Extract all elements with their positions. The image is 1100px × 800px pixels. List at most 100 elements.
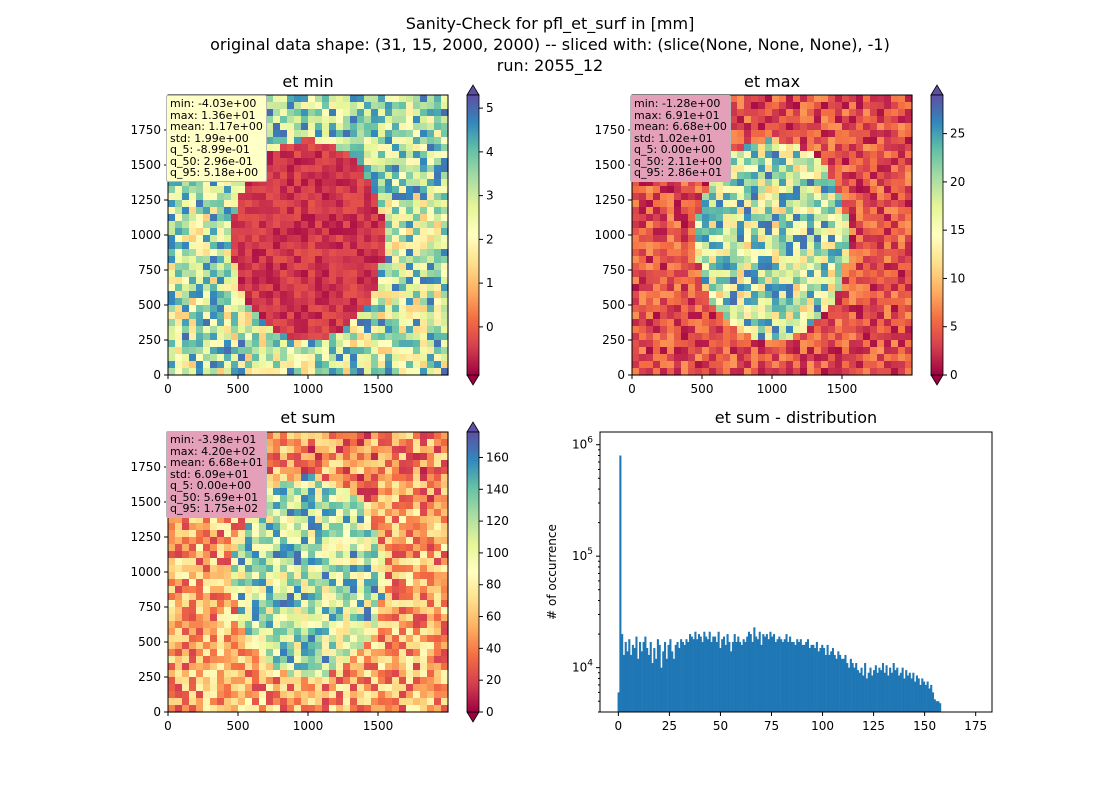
heatmap-cell — [343, 312, 351, 320]
heatmap-cell — [406, 453, 414, 461]
heatmap-cell — [294, 453, 302, 461]
heatmap-cell — [259, 347, 267, 355]
heatmap-cell — [203, 284, 211, 292]
heatmap-cell — [196, 698, 204, 706]
heatmap-cell — [308, 284, 316, 292]
heatmap-cell — [322, 432, 330, 440]
heatmap-cell — [434, 628, 442, 636]
heatmap-cell — [420, 516, 428, 524]
heatmap-cell — [231, 305, 239, 313]
heatmap-cell — [905, 235, 913, 243]
heatmap-cell — [884, 172, 892, 180]
heatmap-cell — [371, 670, 379, 678]
heatmap-cell — [203, 200, 211, 208]
heatmap-cell — [266, 481, 274, 489]
heatmap-cell — [329, 495, 337, 503]
heatmap-cell — [891, 137, 899, 145]
heatmap-cell — [203, 305, 211, 313]
heatmap-cell — [322, 607, 330, 615]
heatmap-cell — [434, 635, 442, 643]
heatmap-cell — [434, 228, 442, 236]
heatmap-cell — [639, 291, 647, 299]
heatmap-cell — [315, 368, 323, 376]
heatmap-cell — [835, 312, 843, 320]
heatmap-cell — [371, 207, 379, 215]
y-tick-label: 500 — [138, 298, 161, 312]
heatmap-cell — [898, 186, 906, 194]
heatmap-cell — [196, 193, 204, 201]
heatmap-cell — [371, 621, 379, 629]
heatmap-cell — [772, 109, 780, 117]
heatmap-cell — [406, 284, 414, 292]
heatmap-cell — [322, 544, 330, 552]
heatmap-cell — [322, 144, 330, 152]
heatmap-cell — [709, 221, 717, 229]
heatmap-cell — [203, 628, 211, 636]
heatmap-cell — [175, 663, 183, 671]
heatmap-cell — [336, 656, 344, 664]
heatmap-cell — [786, 256, 794, 264]
heatmap-cell — [301, 523, 309, 531]
heatmap-cell — [259, 193, 267, 201]
histogram-bar — [644, 636, 647, 712]
heatmap-cell — [863, 186, 871, 194]
heatmap-cell — [709, 186, 717, 194]
heatmap-cell — [441, 481, 449, 489]
heatmap-cell — [287, 186, 295, 194]
heatmap-cell — [793, 123, 801, 131]
heatmap-cell — [413, 172, 421, 180]
heatmap-cell — [322, 593, 330, 601]
heatmap-cell — [308, 530, 316, 538]
heatmap-cell — [681, 235, 689, 243]
heatmap-cell — [252, 691, 260, 699]
heatmap-cell — [371, 663, 379, 671]
heatmap-cell — [308, 705, 316, 713]
heatmap-cell — [835, 116, 843, 124]
heatmap-cell — [273, 102, 281, 110]
heatmap-cell — [378, 537, 386, 545]
heatmap-cell — [203, 621, 211, 629]
heatmap-cell — [196, 572, 204, 580]
heatmap-cell — [294, 235, 302, 243]
heatmap-cell — [217, 270, 225, 278]
heatmap-cell — [849, 298, 857, 306]
heatmap-cell — [350, 607, 358, 615]
heatmap-cell — [674, 347, 682, 355]
heatmap-cell — [835, 221, 843, 229]
heatmap-cell — [287, 214, 295, 222]
heatmap-cell — [737, 319, 745, 327]
heatmap-cell — [343, 481, 351, 489]
heatmap-cell — [674, 228, 682, 236]
heatmap-cell — [779, 214, 787, 222]
heatmap-cell — [413, 600, 421, 608]
heatmap-cell — [828, 270, 836, 278]
heatmap-cell — [695, 228, 703, 236]
heatmap-cell — [427, 137, 435, 145]
heatmap-cell — [434, 207, 442, 215]
heatmap-cell — [814, 298, 822, 306]
histogram-bar — [649, 641, 652, 712]
heatmap-cell — [905, 242, 913, 250]
heatmap-cell — [434, 109, 442, 117]
heatmap-cell — [238, 319, 246, 327]
heatmap-cell — [350, 312, 358, 320]
heatmap-cell — [877, 144, 885, 152]
heatmap-cell — [238, 249, 246, 257]
heatmap-cell — [744, 298, 752, 306]
heatmap-cell — [800, 116, 808, 124]
heatmap-cell — [315, 207, 323, 215]
heatmap-cell — [245, 256, 253, 264]
heatmap-cell — [315, 319, 323, 327]
heatmap-cell — [905, 354, 913, 362]
heatmap-cell — [441, 333, 449, 341]
heatmap-cell — [238, 558, 246, 566]
heatmap-cell — [210, 607, 218, 615]
heatmap-cell — [350, 179, 358, 187]
heatmap-cell — [392, 642, 400, 650]
heatmap-cell — [441, 614, 449, 622]
heatmap-cell — [189, 607, 197, 615]
heatmap-cell — [688, 193, 696, 201]
heatmap-cell — [406, 333, 414, 341]
heatmap-cell — [266, 467, 274, 475]
heatmap-cell — [786, 102, 794, 110]
